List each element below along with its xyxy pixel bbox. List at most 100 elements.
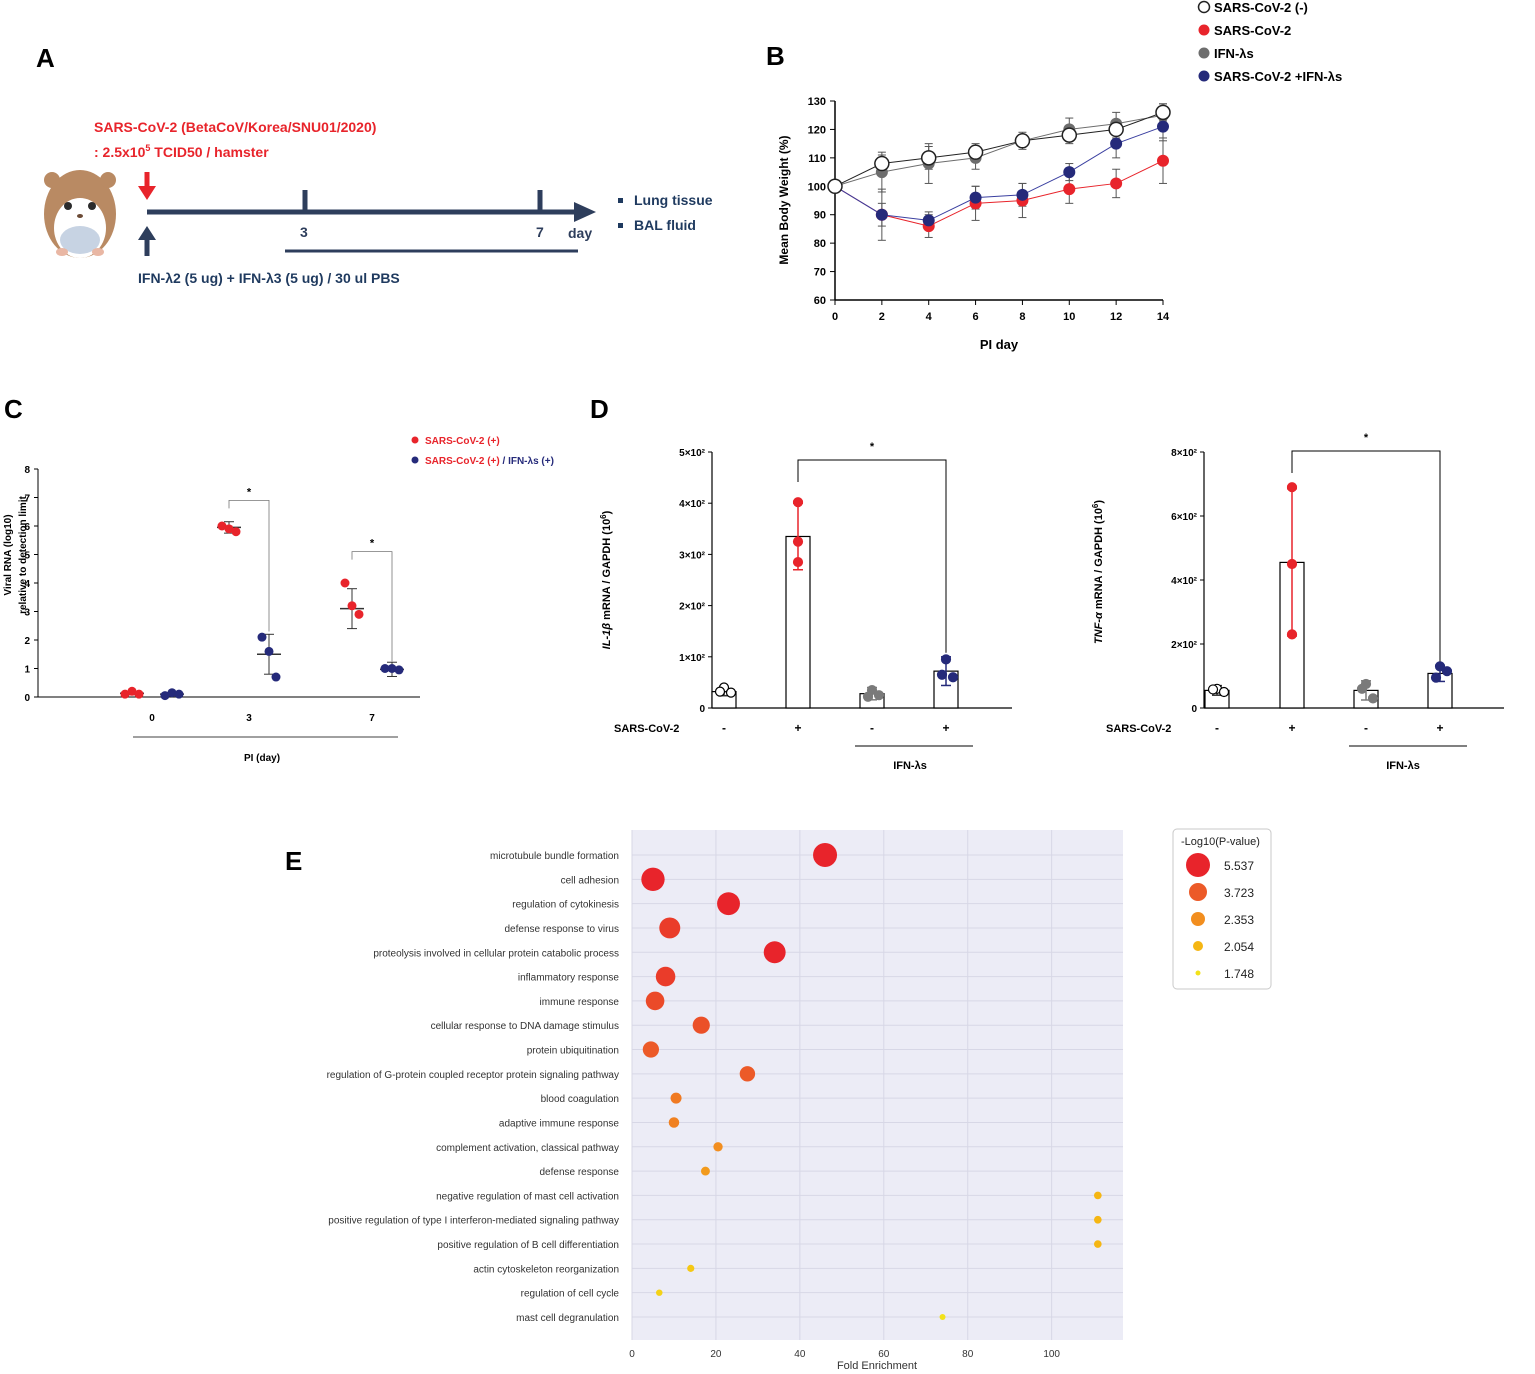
panel-e-term-label: adaptive immune response [499, 1118, 620, 1129]
panel-c-xlabel: PI (day) [244, 753, 280, 764]
dose-base: : 2.5x10 [94, 144, 146, 160]
panel-e-term-label: complement activation, classical pathway [436, 1143, 619, 1154]
panel-d-sign-label: + [794, 721, 801, 735]
panel-e-term-label: proteolysis involved in cellular protein… [373, 948, 619, 959]
panel-e-term-point [713, 1142, 723, 1152]
panel-d-ytick-label: 0 [699, 704, 705, 715]
timeline-arrowhead [574, 202, 596, 222]
panel-d-tnfa-row-label: SARS-CoV-2 [1106, 723, 1171, 735]
panel-d-sign-label: - [722, 721, 726, 735]
panel-d-point [714, 686, 726, 697]
panel-d-sign-label: + [1288, 721, 1295, 735]
panel-e-term-label: regulation of G-protein coupled receptor… [327, 1070, 619, 1081]
panel-d-ytick-label: 2×10² [1171, 640, 1198, 651]
panel-e-term-point [642, 1041, 659, 1058]
panel-e-term-point [813, 843, 838, 867]
panel-e-xlabel: Fold Enrichment [837, 1360, 917, 1372]
dose-unit: TCID50 / hamster [150, 144, 269, 160]
panel-d-ytick-label: 5×10² [679, 448, 706, 459]
panel-d-significance-bracket [797, 459, 947, 653]
virus-arrow-icon [138, 172, 156, 200]
panel-e-term-point [701, 1166, 710, 1176]
panel-e-xtick-label: 100 [1043, 1349, 1060, 1360]
panel-d-point [1367, 693, 1379, 704]
panel-e-term-point [763, 941, 786, 964]
panel-c-point [224, 524, 234, 534]
panel-b-point [1016, 188, 1029, 201]
panel-b-ylabel: Mean Body Weight (%) [777, 135, 791, 264]
panel-c-ylabel-line2: relative to detection limit [18, 495, 29, 613]
panel-e-term-point [1093, 1215, 1102, 1224]
panel-c-axes: 0 1 2 3 4 5 6 7 8 0 3 7 [24, 465, 420, 738]
panel-c-ytick-label: 8 [24, 465, 30, 476]
panel-label-e: E [285, 846, 302, 876]
panel-c-ytick-label: 1 [24, 665, 30, 676]
panel-c-point [231, 527, 241, 537]
panel-b-xtick-label: 6 [973, 311, 979, 323]
panel-c-legend-marker-1 [411, 436, 419, 444]
panel-d-point [940, 654, 952, 665]
panel-e-term-label: positive regulation of B cell differenti… [437, 1240, 619, 1251]
panel-d-sign-label: - [870, 721, 874, 735]
panel-c-legend-label-2: SARS-CoV-2 (+) / IFN-λs (+) [425, 456, 554, 467]
panel-e-term-point [1093, 1240, 1102, 1248]
panel-e-term-point [655, 966, 676, 987]
virus-strain-label: SARS-CoV-2 (BetaCoV/Korea/SNU01/2020) [94, 119, 376, 135]
panel-label-d: D [590, 394, 609, 424]
panel-b-ytick-label: 100 [808, 181, 826, 193]
output-bullet-2 [618, 223, 623, 228]
panel-c-point [127, 686, 137, 696]
panel-b-point [827, 178, 843, 195]
panel-e-term-label: protein ubiquitination [527, 1046, 619, 1057]
panel-b-ytick-label: 110 [808, 153, 826, 165]
panel-d-il1b-row-label: SARS-CoV-2 [614, 723, 679, 735]
panel-d-il1b-group-label: IFN-λs [893, 760, 927, 772]
panel-c-category-label: 0 [149, 713, 155, 724]
panel-b-legend-label: IFN-λs [1214, 46, 1254, 61]
panel-e-legend-label: 1.748 [1224, 967, 1254, 981]
panel-e-term-label: blood coagulation [541, 1094, 619, 1105]
panel-d-ytick-label: 2×10² [679, 602, 706, 613]
panel-e-legend-title: -Log10(P-value) [1181, 836, 1260, 848]
panel-c-significance-star: * [247, 486, 252, 498]
panel-c-point [394, 665, 404, 675]
panel-e-term-label: positive regulation of type I interferon… [328, 1216, 619, 1227]
panel-b-legend-marker [1198, 47, 1210, 59]
panel-c-point [120, 689, 130, 699]
panel-e-legend-marker [1189, 883, 1207, 901]
panel-b-point [1110, 137, 1123, 150]
panel-b-ytick-label: 90 [814, 210, 826, 222]
panel-b-xtick-label: 12 [1110, 311, 1122, 323]
panel-c-significance-bracket [228, 499, 270, 632]
panel-d-sign-label: - [1364, 721, 1368, 735]
panel-e-legend-marker [1195, 970, 1201, 976]
panel-b-xtick-label: 0 [832, 311, 838, 323]
panel-d-il1b-body: 0 1×10² 2×10² 3×10² 4×10² 5×10² - + - + * [679, 441, 1012, 747]
output-lung-tissue: Lung tissue [634, 192, 713, 208]
panel-e-legend-box [1172, 828, 1272, 990]
panel-e-grid: 0 20 40 60 80 100 [629, 830, 1123, 1360]
panel-d-ytick-label: 4×10² [679, 499, 706, 510]
panel-e-plot-background [632, 830, 1123, 1340]
dose-exponent: 5 [145, 143, 150, 153]
panel-c-ytick-label: 4 [24, 579, 30, 590]
panel-d-point [1356, 683, 1368, 694]
tnfa-ylabel-end: ) [1093, 500, 1105, 504]
panel-b-xlabel: PI day [980, 337, 1019, 352]
panel-b-series-line [834, 126, 1164, 221]
panel-e-term-point [641, 867, 665, 891]
panel-c-point [354, 609, 364, 619]
panel-d-point [792, 497, 804, 508]
panel-d-point [1218, 686, 1230, 698]
panel-e-legend-label: 2.353 [1224, 913, 1254, 927]
panel-e-term-point [1093, 1191, 1102, 1200]
panel-e-term-label: regulation of cytokinesis [512, 900, 619, 911]
panel-e-terms: microtubule bundle formation cell adhesio… [327, 843, 1102, 1324]
tnfa-ylabel-rest: mRNA / GAPDH (10 [1093, 508, 1105, 612]
il1b-ylabel-exp: 6 [599, 514, 608, 519]
panel-d-point [792, 556, 804, 568]
panel-d-ytick-label: 0 [1191, 704, 1197, 715]
panel-e-term-label: actin cytoskeleton reorganization [473, 1264, 619, 1275]
panel-e-term-point [687, 1264, 695, 1272]
panel-e-xtick-label: 80 [962, 1349, 974, 1360]
